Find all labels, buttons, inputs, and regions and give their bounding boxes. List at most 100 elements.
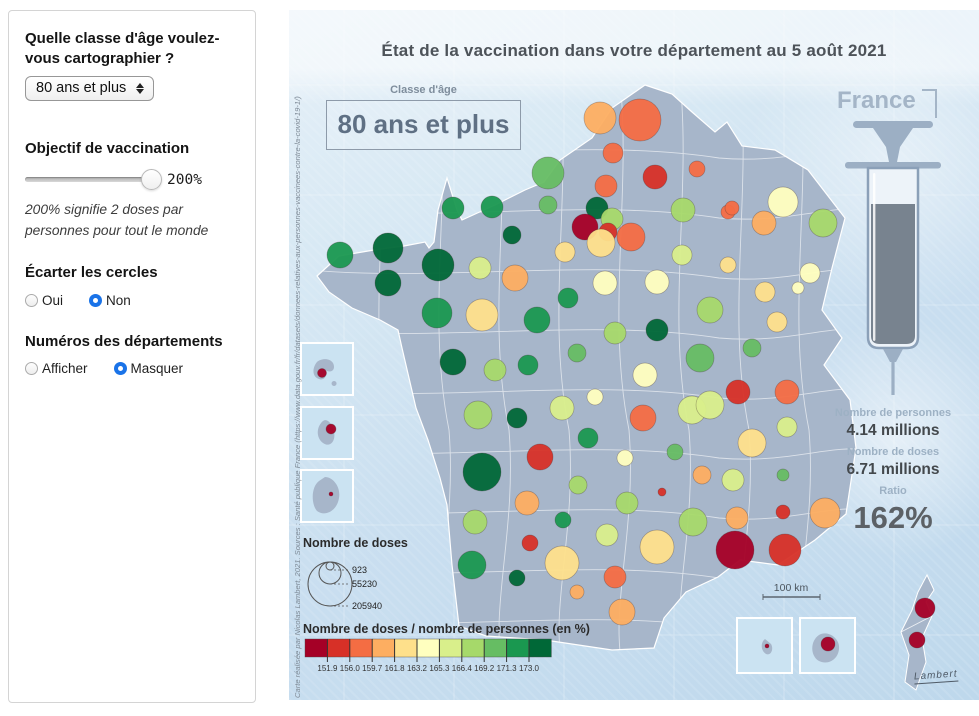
department-circle[interactable] <box>666 443 684 461</box>
department-circle[interactable] <box>317 368 327 378</box>
department-circle[interactable] <box>776 416 798 438</box>
department-circle[interactable] <box>774 379 800 405</box>
department-circle[interactable] <box>791 281 805 295</box>
department-circle[interactable] <box>642 164 668 190</box>
department-circle[interactable] <box>439 348 467 376</box>
department-circle[interactable] <box>531 156 565 190</box>
department-circle[interactable] <box>644 269 670 295</box>
department-circle[interactable] <box>715 530 755 570</box>
department-circle[interactable] <box>602 142 624 164</box>
department-circle[interactable] <box>502 225 522 245</box>
department-circle[interactable] <box>742 338 762 358</box>
radio-oui[interactable]: Oui <box>25 293 63 308</box>
department-circle[interactable] <box>526 443 554 471</box>
department-circle[interactable] <box>508 569 526 587</box>
department-circle[interactable] <box>775 504 791 520</box>
department-circle[interactable] <box>595 523 619 547</box>
radio-non[interactable]: Non <box>89 293 131 308</box>
department-circle[interactable] <box>514 490 540 516</box>
department-circle[interactable] <box>586 388 604 406</box>
department-circle[interactable] <box>577 427 599 449</box>
department-circle[interactable] <box>326 241 354 269</box>
department-circle[interactable] <box>506 407 528 429</box>
radio-masquer-icon[interactable] <box>113 362 127 376</box>
department-circle[interactable] <box>521 534 539 552</box>
department-circle[interactable] <box>583 101 617 135</box>
department-circle[interactable] <box>724 200 740 216</box>
department-circle[interactable] <box>569 584 585 600</box>
department-circle[interactable] <box>554 241 576 263</box>
department-circle[interactable] <box>538 195 558 215</box>
department-circle[interactable] <box>629 404 657 432</box>
department-circle[interactable] <box>695 390 725 420</box>
department-circle[interactable] <box>657 487 667 497</box>
department-circle[interactable] <box>616 222 646 252</box>
department-circle[interactable] <box>463 400 493 430</box>
department-circle[interactable] <box>632 362 658 388</box>
age-class-select[interactable]: 80 ans et plus <box>25 76 155 101</box>
department-circle[interactable] <box>567 343 587 363</box>
radio-afficher-icon[interactable] <box>25 362 38 376</box>
department-circle[interactable] <box>764 643 770 649</box>
department-circle[interactable] <box>719 256 737 274</box>
department-circle[interactable] <box>557 287 579 309</box>
department-circle[interactable] <box>554 511 572 529</box>
department-circle[interactable] <box>421 297 453 329</box>
department-circle[interactable] <box>501 264 529 292</box>
department-circle[interactable] <box>725 379 751 405</box>
department-circle[interactable] <box>465 298 499 332</box>
slider-knob[interactable] <box>141 169 162 190</box>
department-circle[interactable] <box>523 306 551 334</box>
department-circle[interactable] <box>441 196 465 220</box>
department-circle[interactable] <box>678 507 708 537</box>
department-circle[interactable] <box>328 491 334 497</box>
department-circle[interactable] <box>616 449 634 467</box>
department-circle[interactable] <box>603 321 627 345</box>
department-circle[interactable] <box>670 197 696 223</box>
department-circle[interactable] <box>468 256 492 280</box>
radio-masquer[interactable]: Masquer <box>113 361 183 376</box>
department-circle[interactable] <box>608 598 636 626</box>
department-circle[interactable] <box>767 186 799 218</box>
department-circle[interactable] <box>594 174 618 198</box>
department-circle[interactable] <box>721 468 745 492</box>
department-circle[interactable] <box>603 565 627 589</box>
department-circle[interactable] <box>618 98 662 142</box>
department-circle[interactable] <box>751 210 777 236</box>
department-circle[interactable] <box>457 550 487 580</box>
department-circle[interactable] <box>671 244 693 266</box>
department-circle[interactable] <box>325 423 337 435</box>
department-circle[interactable] <box>480 195 504 219</box>
department-circle[interactable] <box>544 545 580 581</box>
department-circle[interactable] <box>688 160 706 178</box>
department-circle[interactable] <box>914 597 936 619</box>
department-circle[interactable] <box>568 475 588 495</box>
department-circle[interactable] <box>685 343 715 373</box>
department-circle[interactable] <box>768 533 802 567</box>
department-circle[interactable] <box>799 262 821 284</box>
department-circle[interactable] <box>645 318 669 342</box>
department-circle[interactable] <box>615 491 639 515</box>
department-circle[interactable] <box>808 208 838 238</box>
department-circle[interactable] <box>725 506 749 530</box>
department-circle[interactable] <box>820 636 836 652</box>
department-circle[interactable] <box>549 395 575 421</box>
department-circle[interactable] <box>421 248 455 282</box>
department-circle[interactable] <box>766 311 788 333</box>
department-circle[interactable] <box>754 281 776 303</box>
department-circle[interactable] <box>462 509 488 535</box>
radio-afficher[interactable]: Afficher <box>25 361 88 376</box>
department-circle[interactable] <box>908 631 926 649</box>
department-circle[interactable] <box>737 428 767 458</box>
department-circle[interactable] <box>809 497 841 529</box>
department-circle[interactable] <box>776 468 790 482</box>
department-circle[interactable] <box>639 529 675 565</box>
department-circle[interactable] <box>483 358 507 382</box>
department-circle[interactable] <box>517 354 539 376</box>
department-circle[interactable] <box>696 296 724 324</box>
objective-slider[interactable] <box>25 169 162 190</box>
department-circle[interactable] <box>586 228 616 258</box>
radio-oui-icon[interactable] <box>25 293 38 307</box>
radio-non-icon[interactable] <box>89 293 103 307</box>
department-circle[interactable] <box>692 465 712 485</box>
